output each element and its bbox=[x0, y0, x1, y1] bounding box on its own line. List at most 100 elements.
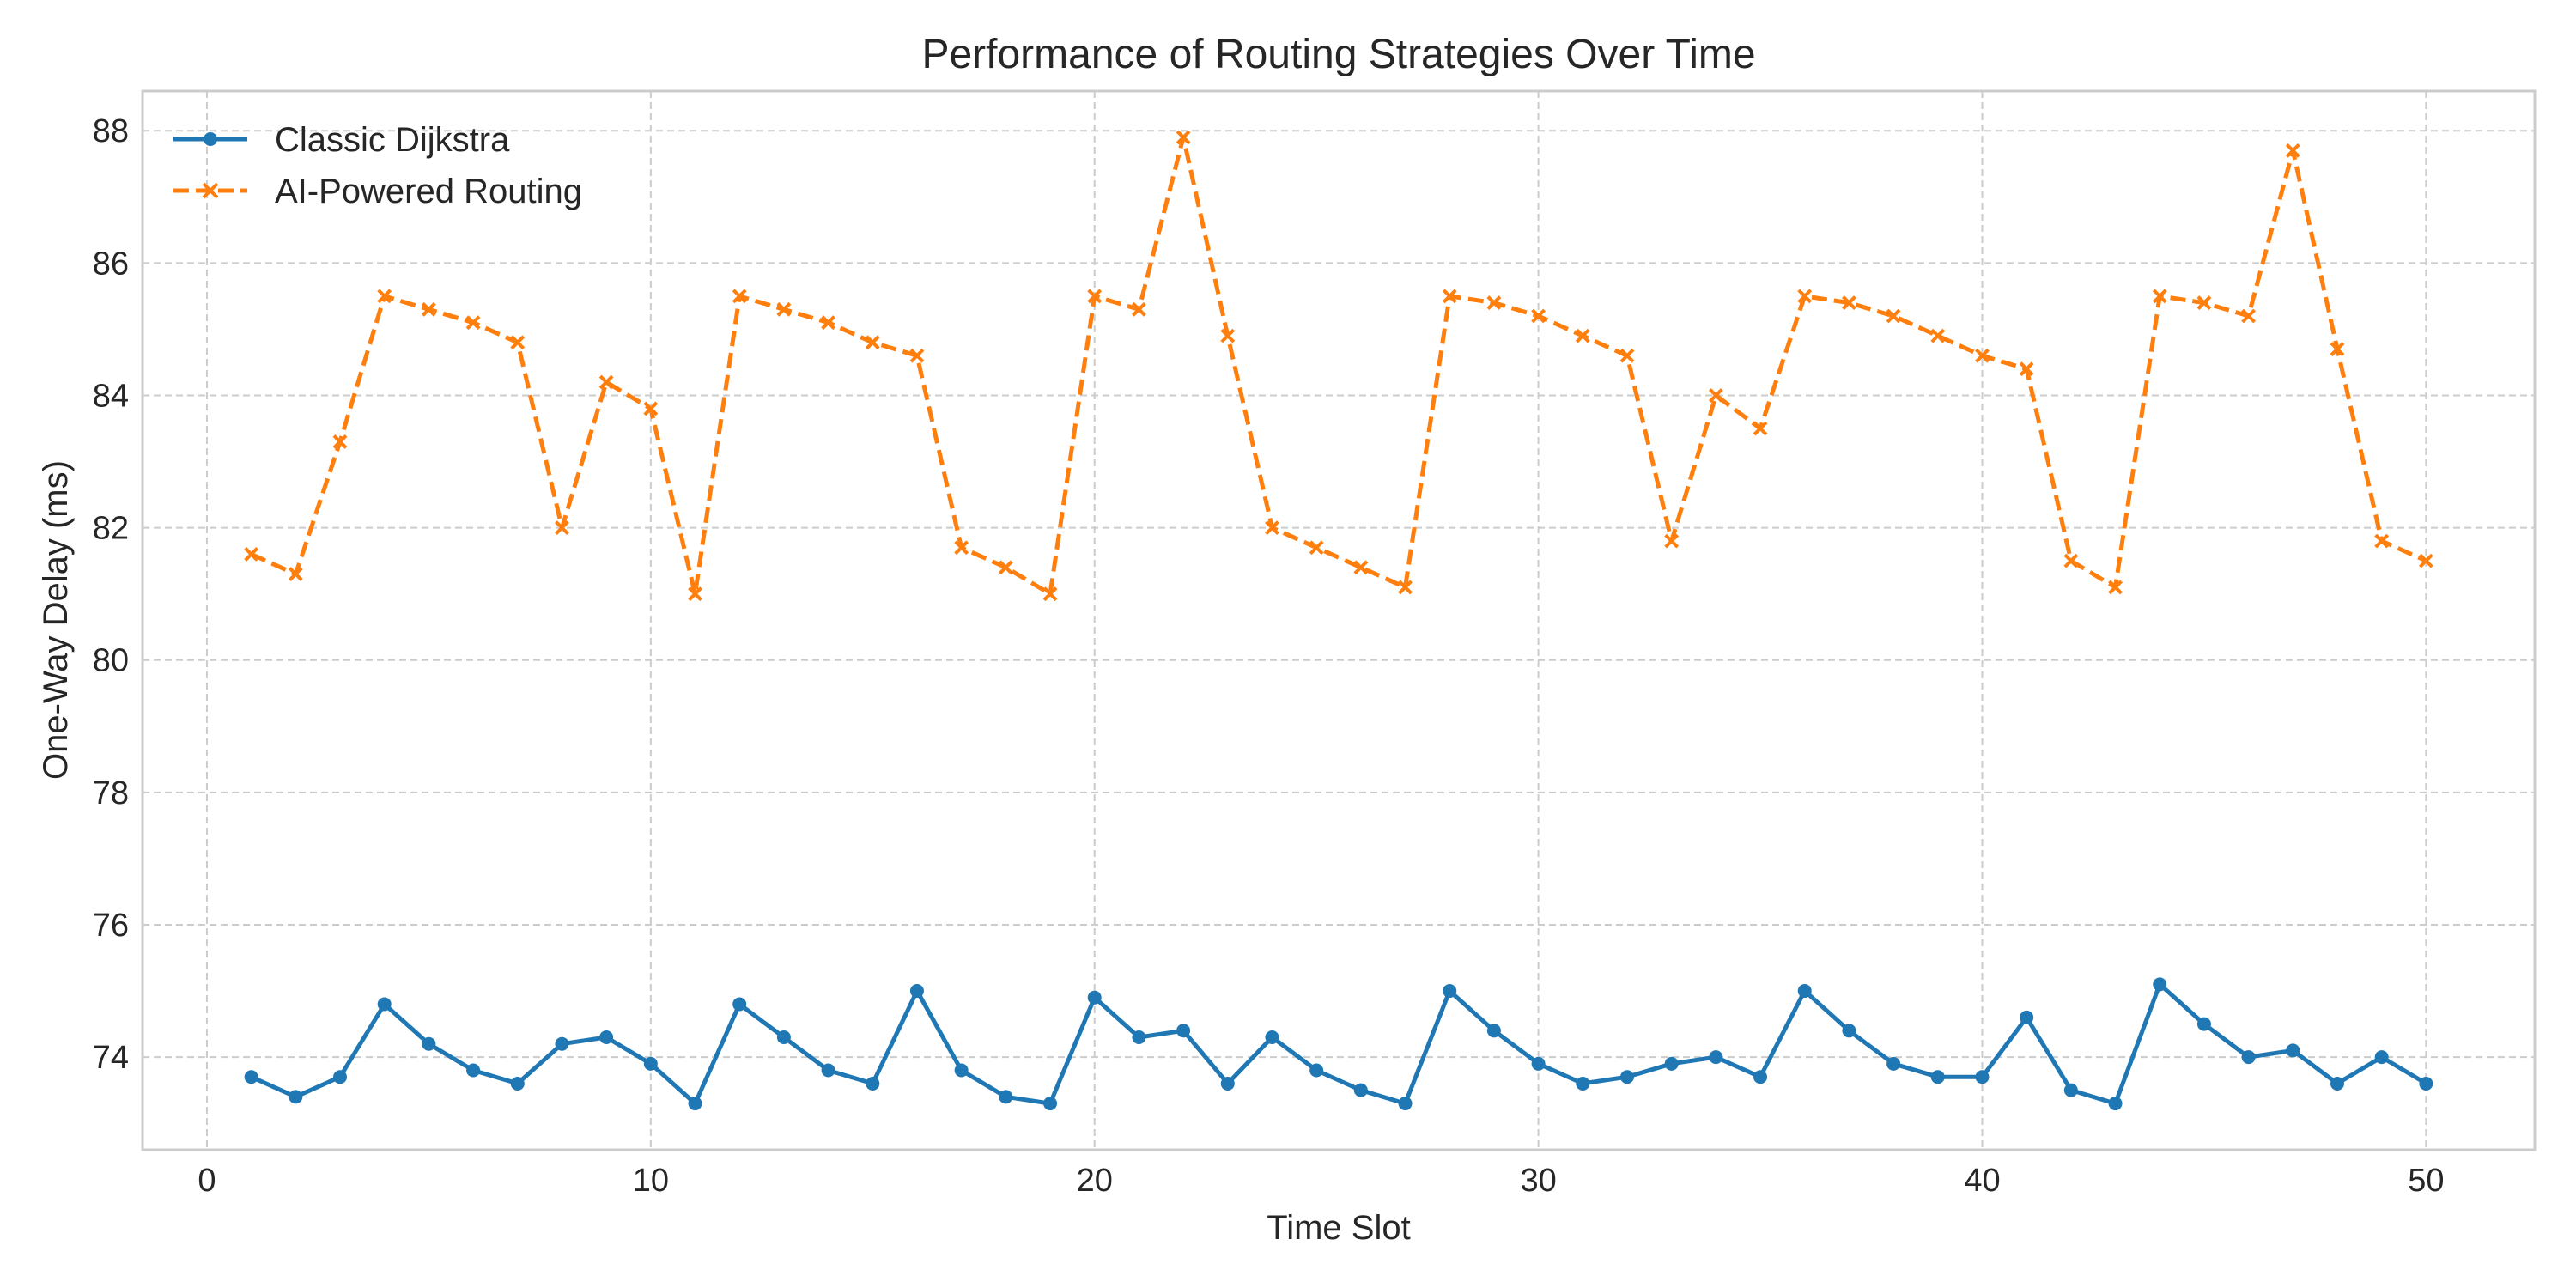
data-point bbox=[732, 997, 747, 1012]
data-point bbox=[1575, 328, 1590, 343]
data-point bbox=[954, 1063, 969, 1078]
data-point bbox=[2418, 553, 2433, 568]
data-point bbox=[289, 1090, 303, 1104]
data-point bbox=[1443, 984, 1457, 999]
data-point bbox=[1131, 301, 1146, 317]
x-axis-label: Time Slot bbox=[1267, 1209, 1410, 1247]
data-point bbox=[1842, 295, 1856, 311]
data-point bbox=[1975, 1070, 1990, 1084]
data-point bbox=[1531, 1056, 1546, 1071]
data-point bbox=[1087, 289, 1103, 304]
data-point bbox=[333, 1070, 348, 1084]
data-point bbox=[421, 301, 436, 317]
data-point bbox=[2374, 533, 2390, 549]
data-point bbox=[466, 1063, 481, 1078]
data-point bbox=[332, 434, 348, 449]
data-point bbox=[1709, 1050, 1723, 1065]
y-tick-label: 88 bbox=[93, 113, 129, 149]
data-point bbox=[776, 1030, 791, 1044]
data-point bbox=[1930, 1070, 1945, 1084]
data-point bbox=[2196, 295, 2212, 311]
data-point bbox=[1442, 289, 1457, 304]
data-point bbox=[1576, 1076, 1590, 1091]
data-point bbox=[909, 348, 925, 363]
data-point bbox=[2063, 553, 2079, 568]
data-point bbox=[1353, 560, 1369, 575]
y-tick-label: 74 bbox=[93, 1040, 129, 1076]
data-point bbox=[2196, 1017, 2211, 1031]
data-point bbox=[1619, 348, 1635, 363]
data-point bbox=[1309, 540, 1324, 556]
y-tick-label: 84 bbox=[93, 378, 129, 414]
series-line-ai-powered-routing bbox=[250, 135, 2427, 597]
data-point bbox=[377, 997, 392, 1012]
data-point bbox=[2241, 308, 2257, 324]
grid bbox=[143, 91, 2535, 1150]
data-point bbox=[599, 1030, 614, 1044]
data-point bbox=[2063, 1083, 2078, 1097]
data-point bbox=[1708, 388, 1723, 403]
y-tick-label: 86 bbox=[93, 246, 129, 282]
series-line-classic-dijkstra bbox=[250, 981, 2427, 1106]
x-tick-label: 50 bbox=[2408, 1163, 2444, 1199]
data-point bbox=[1975, 348, 1990, 363]
data-point bbox=[1797, 984, 1812, 999]
data-point bbox=[1753, 1070, 1768, 1084]
data-point bbox=[2153, 977, 2167, 992]
data-point bbox=[1265, 520, 1279, 536]
data-point bbox=[909, 984, 924, 999]
data-point bbox=[1486, 295, 1502, 311]
data-point bbox=[1398, 1097, 1413, 1111]
data-point bbox=[288, 567, 303, 581]
data-point bbox=[1886, 308, 1901, 324]
data-point bbox=[643, 401, 659, 416]
data-point bbox=[244, 1070, 258, 1084]
data-point bbox=[1619, 1070, 1634, 1084]
data-point bbox=[1220, 1076, 1235, 1091]
data-point bbox=[1265, 1030, 1279, 1044]
data-point bbox=[2330, 342, 2345, 356]
data-point bbox=[1043, 1097, 1058, 1111]
y-tick-label: 78 bbox=[93, 775, 129, 811]
y-tick-label: 76 bbox=[93, 908, 129, 944]
legend-marker-dijkstra bbox=[204, 132, 217, 146]
data-point bbox=[776, 301, 792, 317]
data-point bbox=[1664, 1056, 1679, 1071]
legend-label-ai-routing: AI-Powered Routing bbox=[275, 173, 582, 210]
data-point bbox=[422, 1036, 436, 1051]
data-point bbox=[2241, 1050, 2256, 1065]
data-point bbox=[1309, 1063, 1324, 1078]
data-point bbox=[732, 289, 747, 304]
data-point bbox=[954, 540, 969, 556]
data-point bbox=[555, 520, 569, 536]
x-tick-label: 20 bbox=[1077, 1163, 1113, 1199]
y-tick-label: 80 bbox=[93, 643, 129, 679]
data-point bbox=[1930, 328, 1946, 343]
data-point bbox=[1886, 1056, 1901, 1071]
chart-title: Performance of Routing Strategies Over T… bbox=[921, 32, 1755, 77]
data-point bbox=[1531, 308, 1546, 324]
data-point bbox=[821, 1063, 835, 1078]
data-point bbox=[688, 586, 702, 602]
data-point bbox=[377, 289, 392, 304]
data-point bbox=[1797, 289, 1813, 304]
data-point bbox=[1042, 586, 1058, 602]
data-point bbox=[244, 547, 259, 562]
y-axis-ticks: 74 76 78 80 82 84 86 88 bbox=[93, 113, 129, 1076]
data-point bbox=[2019, 361, 2034, 377]
data-point bbox=[1753, 421, 1768, 436]
data-point bbox=[1842, 1024, 1856, 1038]
x-tick-label: 30 bbox=[1520, 1163, 1556, 1199]
data-point bbox=[2108, 1097, 2123, 1111]
data-point bbox=[2419, 1076, 2433, 1091]
data-point bbox=[2108, 580, 2123, 595]
data-point bbox=[1398, 580, 1413, 595]
data-point bbox=[1176, 130, 1191, 145]
data-point bbox=[866, 1076, 880, 1091]
data-point bbox=[643, 1056, 658, 1071]
x-tick-label: 0 bbox=[197, 1163, 216, 1199]
data-point bbox=[865, 335, 880, 350]
x-tick-label: 40 bbox=[1964, 1163, 2000, 1199]
data-point bbox=[999, 1090, 1013, 1104]
